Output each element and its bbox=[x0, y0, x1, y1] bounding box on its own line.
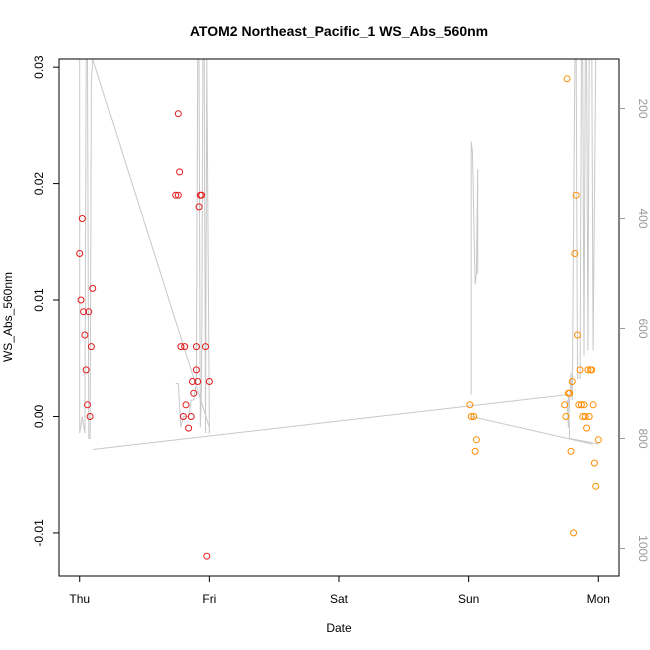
stations_1-point-13 bbox=[174, 110, 182, 118]
right-tick-label-2: 600 bbox=[636, 318, 650, 338]
stations_1-point-22 bbox=[190, 389, 198, 397]
right-tick-label-1: 400 bbox=[636, 208, 650, 228]
x-tick-label-0: Thu bbox=[69, 592, 90, 606]
right-tick-label-3: 800 bbox=[636, 428, 650, 448]
stations_1-point-29 bbox=[202, 343, 209, 351]
stations_2-point-15 bbox=[574, 331, 581, 339]
stations_2-point-27 bbox=[589, 401, 597, 409]
stations_2-point-22 bbox=[583, 424, 591, 432]
x-tick-label-1: Fri bbox=[202, 592, 216, 606]
depth-segment-6 bbox=[471, 416, 592, 445]
stations_1-point-4 bbox=[81, 331, 89, 339]
right-depth-axis: 200 400 600 800 1000 bbox=[619, 98, 650, 562]
x-axis: Thu Fri Sat Sun Mon bbox=[69, 576, 610, 606]
stations_2-point-0 bbox=[466, 401, 474, 409]
stations_1-point-19 bbox=[185, 424, 193, 432]
stations_1-point-16 bbox=[179, 413, 187, 420]
stations_1-point-2 bbox=[78, 215, 86, 222]
stations_2-point-6 bbox=[562, 413, 570, 420]
right-tick-label-4: 1000 bbox=[636, 535, 650, 562]
stations_2-point-30 bbox=[594, 436, 602, 444]
stations_1-point-21 bbox=[189, 378, 196, 385]
stations_1-point-7 bbox=[85, 308, 93, 316]
stations_2-point-5 bbox=[561, 401, 569, 409]
stations_2-point-14 bbox=[572, 191, 580, 199]
stations_1-point-9 bbox=[87, 343, 95, 351]
y-axis-label: WS_Abs_560nm bbox=[1, 272, 15, 362]
stations_2-point-28 bbox=[590, 459, 598, 467]
stations_1-point-10 bbox=[89, 284, 97, 292]
stations_2-point-24 bbox=[585, 413, 593, 420]
stations_1-point-18 bbox=[182, 401, 190, 409]
stations_2-point-2 bbox=[470, 413, 478, 420]
stations_2-point-12 bbox=[570, 529, 578, 537]
stations_2-point-21 bbox=[581, 413, 589, 420]
stations_1-point-31 bbox=[205, 378, 213, 385]
stations_2-point-4 bbox=[472, 436, 480, 444]
y-tick-label-3: 0.02 bbox=[32, 172, 46, 196]
stations_2-point-1 bbox=[467, 413, 475, 420]
stations_1-point-14 bbox=[176, 168, 184, 176]
depth-segment-5 bbox=[470, 141, 479, 395]
stations_2-point-16 bbox=[575, 401, 583, 409]
stations_1-point-3 bbox=[80, 308, 88, 316]
depth-segment-3 bbox=[175, 59, 210, 434]
right-tick-label-0: 200 bbox=[636, 98, 650, 118]
stations_1-point-6 bbox=[84, 401, 91, 409]
y-tick-label-0: -0.01 bbox=[32, 519, 46, 547]
x-tick-label-3: Sun bbox=[458, 592, 479, 606]
chart-title: ATOM2 Northeast_Pacific_1 WS_Abs_560nm bbox=[190, 23, 488, 39]
stations_2-point-3 bbox=[471, 447, 479, 455]
stations_2-point-9 bbox=[566, 389, 574, 397]
stations_1-point-26 bbox=[195, 203, 203, 211]
stations_1-point-30 bbox=[203, 552, 211, 560]
y-axis: -0.01 0.00 0.01 0.02 0.03 bbox=[32, 55, 59, 547]
stations_2-point-20 bbox=[580, 401, 588, 409]
stations_1-point-15 bbox=[177, 343, 185, 351]
stations_1-point-5 bbox=[82, 366, 90, 374]
x-tick-label-4: Mon bbox=[587, 592, 610, 606]
stations_1-point-17 bbox=[181, 343, 189, 351]
x-tick-label-2: Sat bbox=[330, 592, 349, 606]
stations_2-point-17 bbox=[576, 366, 584, 374]
stations_1-point-28 bbox=[198, 191, 206, 199]
stations_2-point-23 bbox=[584, 366, 592, 374]
y-tick-label-1: 0.00 bbox=[32, 404, 46, 428]
stations_1-point-25 bbox=[194, 378, 202, 385]
stations_2-point-7 bbox=[563, 75, 571, 83]
stations_2-point-29 bbox=[592, 482, 600, 490]
stations_2-point-18 bbox=[577, 401, 585, 409]
depth-segment-0 bbox=[79, 59, 94, 439]
stations_2-point-26 bbox=[588, 366, 596, 374]
y-tick-label-2: 0.01 bbox=[32, 288, 46, 312]
stations_1-point-23 bbox=[192, 366, 200, 374]
stations_1-point-1 bbox=[77, 296, 85, 304]
depth-segment-1 bbox=[92, 59, 210, 428]
data-points bbox=[76, 75, 602, 560]
stations_1-point-8 bbox=[86, 413, 94, 420]
stations_1-point-11 bbox=[172, 191, 180, 199]
stations_1-point-0 bbox=[76, 250, 84, 257]
depth-segment-7 bbox=[566, 59, 597, 428]
stations_2-point-11 bbox=[568, 378, 576, 385]
stations_1-point-20 bbox=[187, 413, 195, 420]
stations_2-point-10 bbox=[567, 447, 575, 455]
stations_2-point-13 bbox=[571, 250, 579, 257]
stations_1-point-12 bbox=[174, 191, 182, 199]
stations_1-point-24 bbox=[192, 343, 200, 351]
x-axis-label: Date bbox=[326, 621, 352, 635]
y-tick-label-4: 0.03 bbox=[32, 55, 46, 79]
